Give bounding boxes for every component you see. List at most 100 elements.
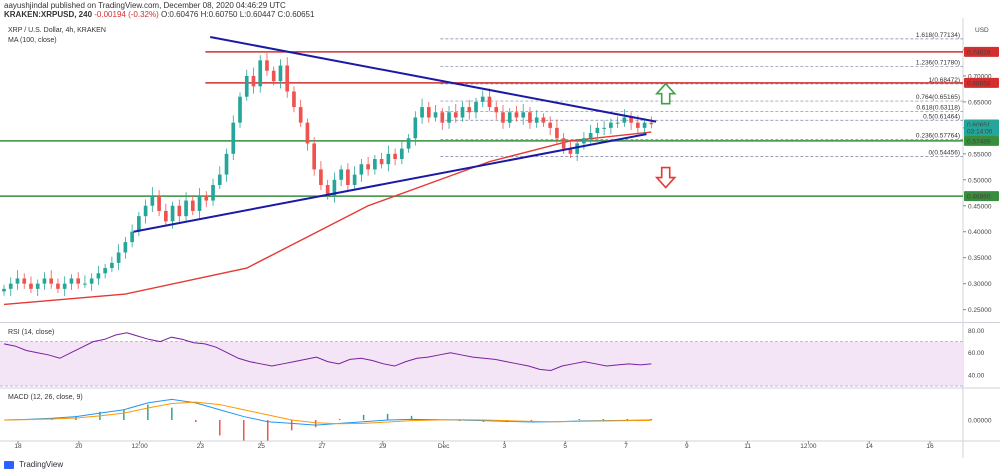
- candle-body: [2, 288, 6, 292]
- fib-level-label: 0.236(0.57764): [916, 132, 960, 139]
- candle-body: [56, 283, 60, 289]
- fib-level-label: 0(0.54456): [929, 150, 960, 157]
- candle-body: [157, 195, 161, 211]
- candle-body: [514, 112, 519, 118]
- candle-body: [292, 91, 296, 108]
- candle-body: [258, 60, 263, 87]
- candle-body: [379, 159, 384, 165]
- candle-body: [568, 148, 573, 154]
- fib-level-label: 0.5(0.61464): [923, 113, 960, 120]
- macd-legend: MACD (12, 26, close, 9): [8, 394, 83, 401]
- time-tick-label: 5: [563, 443, 567, 450]
- candle-body: [588, 133, 593, 139]
- candle-body: [346, 169, 350, 185]
- ma-legend: MA (100, close): [8, 37, 57, 44]
- price-tick-label: 0.35000: [968, 255, 992, 262]
- candle-body: [406, 138, 411, 149]
- candle-body: [528, 112, 532, 123]
- candle-body: [76, 278, 81, 284]
- price-tick-label: 0.65000: [968, 99, 992, 106]
- candle-body: [602, 127, 606, 129]
- time-tick-label: 9: [685, 443, 689, 450]
- price-label-box: [964, 46, 999, 57]
- published-line: aayushjindal published on TradingView.co…: [4, 1, 286, 10]
- candle-body: [238, 96, 242, 123]
- candle-body: [244, 75, 249, 97]
- candle-body: [69, 278, 74, 284]
- price-tick-label: 0.30000: [968, 281, 992, 288]
- price-tick-label: 0.45000: [968, 203, 992, 210]
- candle-body: [83, 283, 87, 285]
- candle-body: [541, 117, 546, 123]
- fib-level-label: 1.618(0.77134): [916, 32, 960, 39]
- candle-body: [143, 205, 148, 217]
- candle-body: [636, 122, 640, 128]
- candle-body: [393, 153, 397, 160]
- candle-body: [49, 278, 54, 284]
- price-change: -0.00194 (-0.32%): [94, 10, 159, 19]
- candle-body: [453, 112, 458, 118]
- price-label-resistance: 0.68658: [967, 80, 991, 87]
- currency-label: USD: [975, 27, 989, 34]
- symbol: KRAKEN:XRPUSD, 240: [4, 10, 93, 19]
- candle-body: [137, 216, 141, 232]
- candle-body: [642, 122, 647, 128]
- price-label-box: [964, 135, 999, 146]
- candle-body: [42, 278, 47, 284]
- candle-body: [582, 138, 586, 144]
- candle-body: [366, 164, 370, 170]
- candle-body: [123, 242, 128, 253]
- candle-body: [352, 174, 357, 185]
- signal-line: [3, 401, 652, 425]
- time-tick-label: 3: [503, 443, 507, 450]
- candle-body: [110, 262, 114, 269]
- candle-body: [555, 127, 559, 139]
- candle-body: [184, 200, 188, 217]
- fib-level-label: 1.236(0.71780): [916, 60, 960, 67]
- candle-body: [534, 117, 539, 123]
- price-tick-label: 0.55000: [968, 151, 992, 158]
- price-tick-label: 0.40000: [968, 229, 992, 236]
- candle-body: [501, 112, 505, 123]
- candle-body: [224, 153, 229, 175]
- price-label-box: [964, 77, 999, 88]
- candle-body: [211, 184, 215, 201]
- candle-body: [548, 122, 553, 128]
- time-tick-label: 12:00: [800, 443, 817, 450]
- candle-body: [595, 127, 600, 134]
- price-tick-label: 0.25000: [968, 307, 992, 314]
- candle-body: [29, 283, 33, 289]
- candle-body: [615, 122, 620, 124]
- candle-body: [420, 107, 424, 118]
- candle-body: [373, 159, 377, 170]
- fib-level-label: 0.618(0.63118): [916, 105, 960, 112]
- price-chart[interactable]: XRP / U.S. Dollar, 4h, KRAKEN MA (100, cl…: [0, 18, 1000, 458]
- candle-body: [298, 107, 303, 123]
- price-tick-label: 0.70000: [968, 73, 992, 80]
- candle-body: [319, 169, 323, 185]
- candle-body: [217, 174, 222, 185]
- candle-body: [561, 138, 566, 149]
- candle-body: [460, 107, 465, 118]
- candle-body: [339, 169, 343, 180]
- candle-body: [413, 117, 418, 139]
- ascending-trendline: [133, 133, 647, 233]
- rsi-legend: RSI (14, close): [8, 329, 54, 336]
- candle-body: [359, 164, 364, 175]
- candle-body: [62, 283, 67, 289]
- candle-body: [22, 278, 27, 284]
- arrow-up-icon: [654, 82, 677, 105]
- candle-body: [96, 273, 101, 279]
- ma-100-line: [3, 131, 652, 306]
- footer: TradingView: [4, 460, 63, 469]
- rsi-band: [0, 341, 963, 386]
- price-label-support: 0.57489: [967, 138, 991, 145]
- candle-body: [163, 210, 168, 222]
- candle-body: [622, 117, 627, 123]
- price-label-last: 0.60651: [967, 122, 991, 129]
- price-label-resistance: 0.74628: [967, 49, 991, 56]
- candle-body: [251, 75, 256, 87]
- candle-body: [103, 268, 107, 274]
- candle-body: [447, 112, 451, 123]
- candle-body: [231, 122, 236, 154]
